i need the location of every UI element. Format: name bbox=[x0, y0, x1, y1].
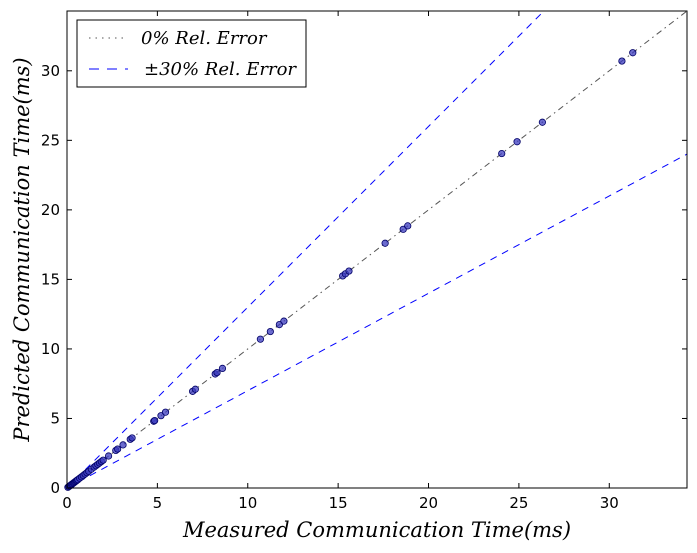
x-tick-label: 15 bbox=[329, 494, 348, 512]
y-tick-label: 30 bbox=[41, 62, 60, 80]
data-point bbox=[256, 335, 265, 343]
data-point bbox=[629, 49, 637, 57]
data-point bbox=[498, 149, 506, 158]
legend-label: 0% Rel. Error bbox=[141, 28, 268, 49]
y-tick-label: 5 bbox=[50, 409, 60, 427]
data-point bbox=[151, 416, 159, 425]
data-point bbox=[128, 434, 136, 442]
data-point bbox=[513, 138, 521, 146]
data-point bbox=[161, 408, 170, 416]
y-tick-label: 0 bbox=[50, 479, 60, 497]
y-tick-label: 15 bbox=[41, 270, 60, 288]
x-tick-label: 5 bbox=[153, 494, 163, 512]
plot-area bbox=[67, 11, 687, 488]
y-axis-label: Predicted Communication Time(ms) bbox=[10, 57, 34, 442]
x-axis-label: Measured Communication Time(ms) bbox=[182, 518, 571, 542]
bound-line-plus30pct bbox=[67, 11, 545, 488]
y-tick-label: 25 bbox=[41, 131, 60, 149]
y-tick-label: 10 bbox=[41, 340, 60, 358]
data-point bbox=[404, 222, 412, 230]
data-point bbox=[280, 317, 288, 325]
legend-label: ±30% Rel. Error bbox=[144, 59, 297, 80]
legend-box bbox=[76, 19, 307, 88]
x-tick-label: 30 bbox=[600, 494, 619, 512]
legend: 0% Rel. Error ±30% Rel. Error bbox=[76, 19, 307, 88]
axis-ticks: 0 5 10 15 20 25 30 0 5 10 15 20 25 30 bbox=[41, 11, 687, 512]
x-tick-label: 20 bbox=[419, 494, 438, 512]
data-point bbox=[99, 456, 107, 464]
data-point bbox=[191, 385, 199, 393]
data-point bbox=[538, 118, 546, 126]
data-point bbox=[104, 452, 113, 460]
y-tick-label: 20 bbox=[41, 201, 60, 219]
data-point bbox=[381, 239, 389, 247]
data-point bbox=[119, 441, 127, 449]
x-tick-label: 0 bbox=[62, 494, 72, 512]
data-point bbox=[218, 364, 227, 373]
x-tick-label: 25 bbox=[509, 494, 528, 512]
data-point bbox=[345, 267, 353, 275]
axes-frame bbox=[66, 10, 688, 489]
x-tick-label: 10 bbox=[238, 494, 257, 512]
data-point bbox=[213, 368, 221, 377]
bound-line-minus30pct bbox=[67, 153, 687, 488]
data-point bbox=[114, 445, 122, 453]
data-point bbox=[618, 57, 626, 65]
reference-line-0pct bbox=[67, 11, 687, 488]
data-point bbox=[266, 327, 274, 336]
